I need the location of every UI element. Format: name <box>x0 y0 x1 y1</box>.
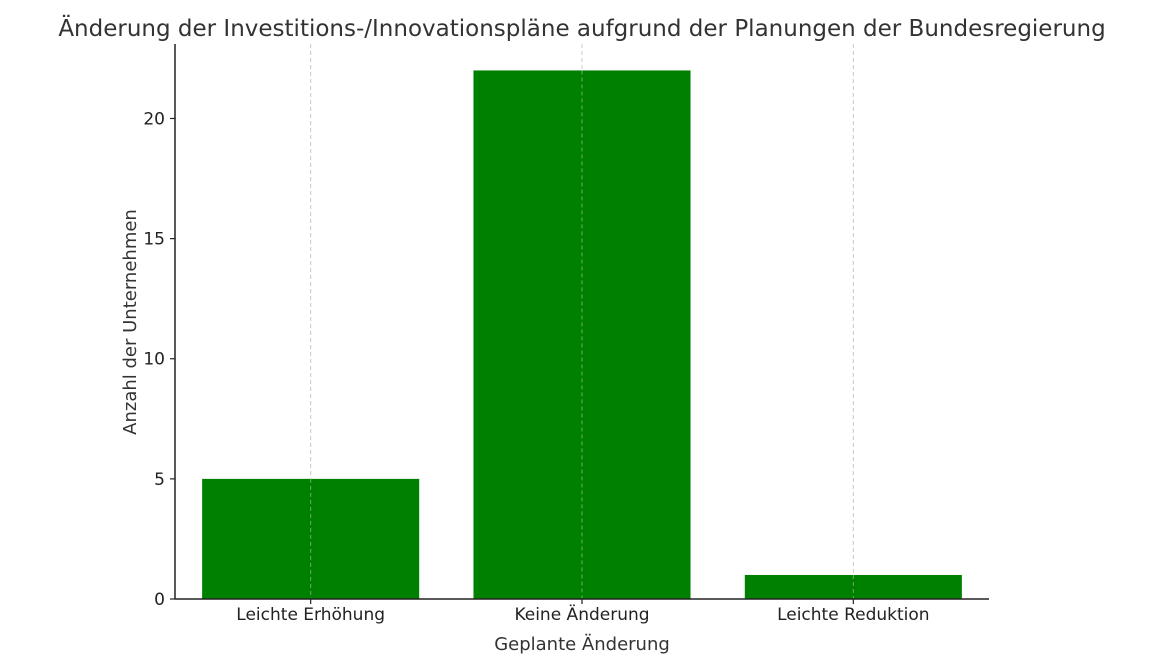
x-tick-label-leichte-erhoehung: Leichte Erhöhung <box>236 605 385 625</box>
y-tick-label-5: 5 <box>154 470 165 490</box>
y-tick-label-10: 10 <box>143 350 165 370</box>
y-tick-label-0: 0 <box>154 590 165 610</box>
bar-leichte-erhoehung <box>202 479 419 599</box>
y-tick-label-20: 20 <box>143 109 165 129</box>
x-tick-layer: Leichte Erhöhung Keine Änderung Leichte Re… <box>236 599 929 625</box>
y-tick-layer: 0 5 10 15 20 <box>143 109 175 610</box>
x-tick-label-keine-aenderung: Keine Änderung <box>514 604 649 625</box>
x-axis-label: Geplante Änderung <box>494 634 670 655</box>
x-tick-label-leichte-reduktion: Leichte Reduktion <box>777 605 930 625</box>
y-axis-label: Anzahl der Unternehmen <box>120 209 141 435</box>
chart-title: Änderung der Investitions-/Innovationspl… <box>58 14 1105 42</box>
bar-layer <box>202 70 962 599</box>
y-tick-label-15: 15 <box>143 230 165 250</box>
